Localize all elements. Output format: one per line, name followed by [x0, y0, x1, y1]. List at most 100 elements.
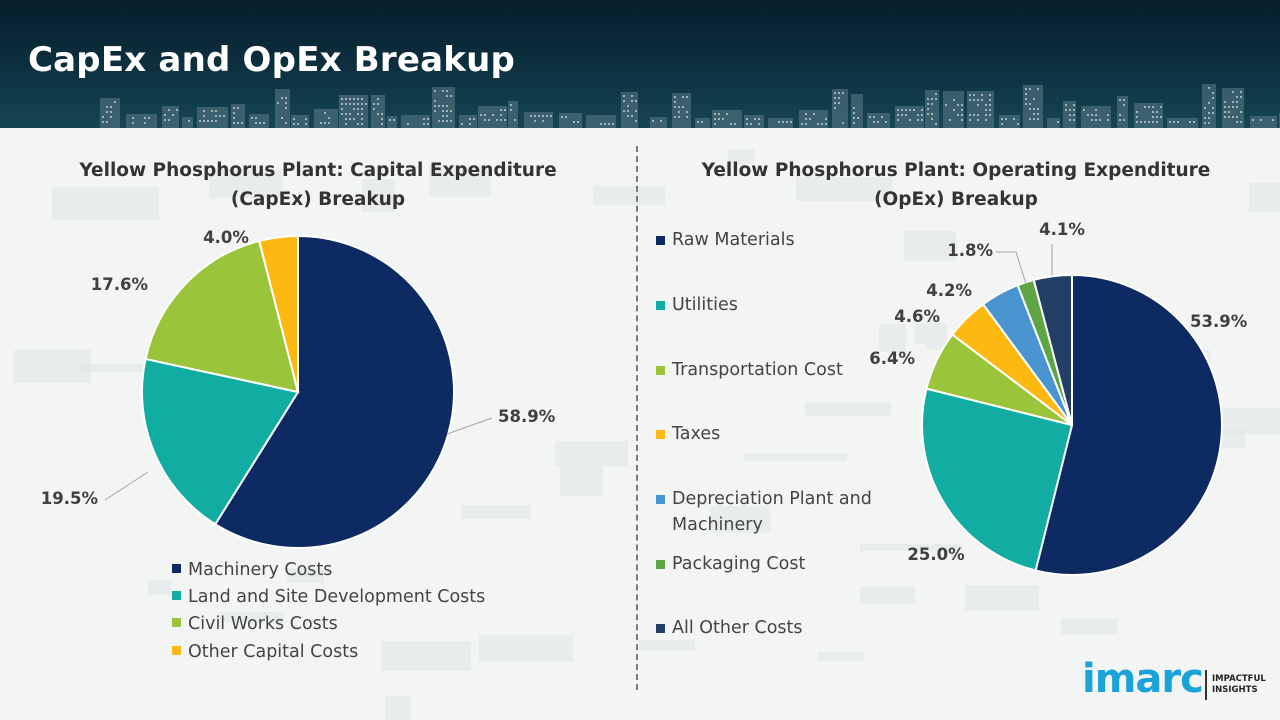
skyline-window [813, 113, 815, 115]
skyline-window [927, 113, 929, 115]
skyline-window [345, 123, 347, 125]
skyline-window [953, 99, 955, 101]
skyline-window [917, 114, 919, 116]
skyline-window [357, 103, 359, 105]
texture-block [462, 505, 530, 519]
skyline-building [197, 107, 228, 128]
skyline-window [573, 121, 575, 123]
legend-swatch [656, 236, 665, 245]
skyline-window [825, 123, 827, 125]
skyline-window [297, 123, 299, 125]
skyline-building [478, 106, 507, 128]
skyline-window [484, 119, 486, 121]
skyline-window [734, 123, 736, 125]
skyline-window [821, 123, 823, 125]
skyline-window [697, 121, 699, 123]
skyline-window [714, 118, 716, 120]
skyline-window [442, 105, 444, 107]
skyline-window [627, 115, 629, 117]
skyline-window [961, 109, 963, 111]
legend-swatch [656, 624, 665, 633]
skyline-window [110, 106, 112, 108]
skyline-window [627, 110, 629, 112]
skyline-window [801, 123, 803, 125]
skyline-window [1208, 112, 1210, 114]
skyline-window [148, 117, 150, 119]
skyline-window [927, 103, 929, 105]
pie-slice-land-and-site-development-costs [141, 357, 300, 526]
skyline-window [686, 116, 688, 118]
skyline-window [1204, 107, 1206, 109]
skyline-window [1240, 96, 1242, 98]
skyline-window [450, 120, 452, 122]
skyline-window [1156, 111, 1158, 113]
texture-block [965, 585, 1039, 611]
skyline-window [901, 114, 903, 116]
skyline-window [969, 94, 971, 96]
skyline-window [349, 98, 351, 100]
skyline-window [1240, 91, 1242, 93]
skyline-window [1029, 88, 1031, 90]
skyline-window [877, 121, 879, 123]
skyline-window [1029, 118, 1031, 120]
pie-slice-civil-works-costs [144, 239, 300, 394]
leader-line [996, 251, 1027, 285]
data-label: 4.6% [894, 307, 940, 326]
skyline-window [102, 116, 104, 118]
skyline-window [1073, 104, 1075, 106]
skyline-window [1224, 111, 1226, 113]
skyline-window [438, 120, 440, 122]
data-label: 1.8% [947, 241, 993, 260]
skyline-window [1232, 91, 1234, 93]
skyline-window [442, 120, 444, 122]
skyline-window [834, 102, 836, 104]
legend-label: Raw Materials [672, 230, 795, 250]
skyline-window [805, 113, 807, 115]
skyline-window [484, 114, 486, 116]
skyline-window [442, 90, 444, 92]
legend-swatch [656, 430, 665, 439]
skyline-window [305, 118, 307, 120]
skyline-window [1065, 104, 1067, 106]
skyline-building [650, 117, 667, 128]
skyline-window [1025, 98, 1027, 100]
skyline-window [1095, 119, 1097, 121]
skyline-window [1025, 88, 1027, 90]
skyline-window [530, 115, 532, 117]
skyline-window [778, 121, 780, 123]
skyline-window [674, 106, 676, 108]
skyline-window [450, 110, 452, 112]
skyline-window [682, 96, 684, 98]
skyline-window [726, 113, 728, 115]
leader-line [104, 471, 149, 501]
skyline-window [714, 113, 716, 115]
skyline-window [324, 122, 326, 124]
skyline-window [853, 107, 855, 109]
opex-legend-item: All Other Costs [656, 615, 876, 641]
skyline-building [672, 93, 691, 128]
skyline-window [1148, 106, 1150, 108]
texture-block [78, 364, 175, 372]
skyline-building [851, 94, 863, 128]
skyline-window [652, 120, 654, 122]
skyline-window [434, 110, 436, 112]
skyline-window [357, 113, 359, 115]
skyline-window [678, 116, 680, 118]
skyline-window [211, 110, 213, 112]
skyline-window [510, 109, 512, 111]
skyline-window [345, 98, 347, 100]
skyline-window [345, 113, 347, 115]
skyline-window [233, 107, 235, 109]
skyline-window [427, 123, 429, 125]
skyline-window [1208, 117, 1210, 119]
skyline-window [682, 106, 684, 108]
skyline-window [1065, 109, 1067, 111]
skyline-window [1228, 106, 1230, 108]
skyline-window [985, 104, 987, 106]
skyline-window [285, 122, 287, 124]
skyline-window [237, 122, 239, 124]
skyline-window [361, 108, 363, 110]
skyline-window [985, 114, 987, 116]
data-label: 6.4% [869, 349, 915, 368]
capex-chart-title: Yellow Phosphorus Plant: Capital Expendi… [79, 160, 557, 210]
